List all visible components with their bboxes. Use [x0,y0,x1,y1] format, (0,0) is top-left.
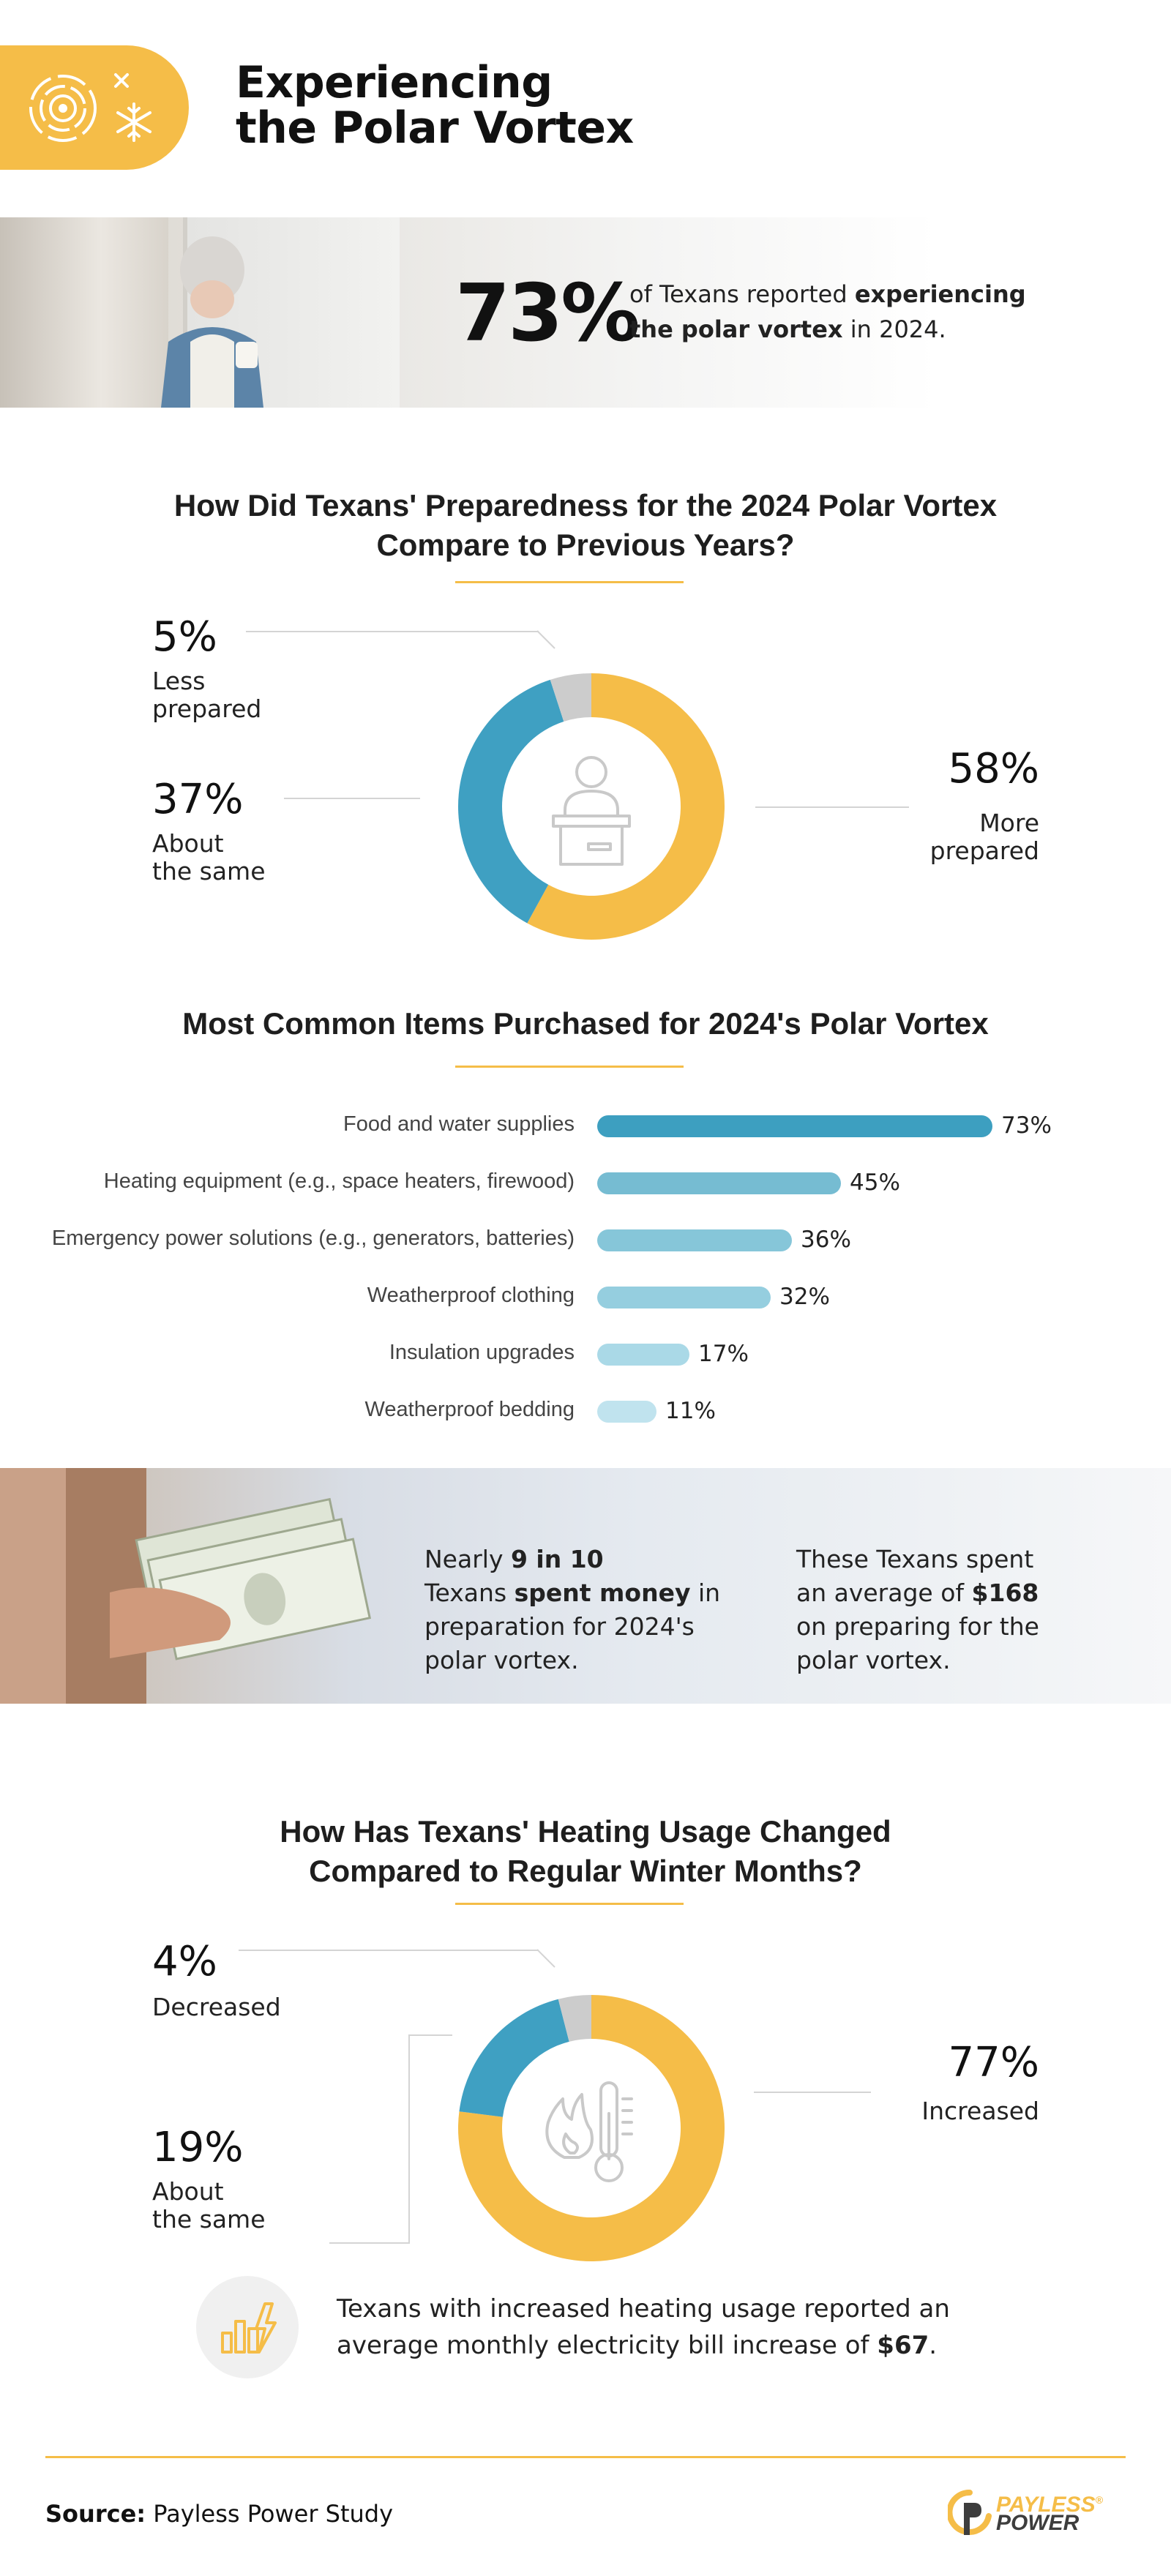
bar-label-3: Emergency power solutions (e.g., generat… [51,1227,575,1250]
bar-value-2: 45% [850,1169,900,1196]
same-pct: 37% [152,776,244,823]
hands-with-cash-icon [0,1468,371,1704]
flame-thermometer-icon [545,2081,633,2182]
less-prepared-label: Less prepared [152,667,262,723]
hero-stat: 73% [455,268,640,359]
snowflake-icon [114,73,151,142]
preparedness-title-line-2: Compare to Previous Years? [376,528,795,562]
bar-value-6: 11% [665,1398,716,1424]
title-line-1: Experiencing [236,57,553,108]
bar-value-4: 32% [779,1284,830,1310]
heating-title-line-2: Compared to Regular Winter Months? [309,1854,862,1888]
hero-photo [0,217,1171,408]
same-label: About the same [152,829,266,886]
decreased-leader [239,1950,539,1951]
spent-money-text: Nearly 9 in 10 Texans spent money in pre… [424,1545,721,1674]
bar-value-1: 73% [1001,1112,1052,1139]
purchases-underline [455,1066,684,1068]
preparedness-title: How Did Texans' Preparedness for the 202… [0,486,1171,565]
bar-5 [597,1344,689,1366]
title-line-2: the Polar Vortex [236,102,634,154]
less-prepared-pct: 5% [152,613,217,661]
more-prepared-label: More prepared [929,809,1039,865]
less-prepared-leader-end [536,630,555,649]
average-spent-text: These Texans spent an average of $168 on… [796,1545,1039,1674]
heating-donut [458,1995,725,2261]
heating-underline [455,1903,684,1905]
bar-4 [597,1287,771,1308]
bar-value-5: 17% [698,1341,749,1367]
bar-1 [597,1115,992,1137]
bar-6 [597,1401,656,1423]
heating-slice-3 [558,1995,591,2042]
payless-power-logo[interactable]: PAYLESS® POWER [948,2487,1127,2539]
increased-label: Increased [921,2097,1039,2125]
bar-3 [597,1229,792,1251]
page-title: Experiencing the Polar Vortex [236,60,634,151]
decreased-pct: 4% [152,1938,217,1985]
heating-same-pct: 19% [152,2124,244,2171]
target-icon [29,75,97,142]
preparedness-slice-2 [458,679,564,924]
person-at-desk-icon [552,756,631,866]
heating-same-leader-v [408,2034,410,2244]
more-prepared-leader [755,806,909,808]
more-prepared-pct: 58% [948,745,1039,793]
bar-label-4: Weatherproof clothing [367,1284,575,1307]
logo-mark-icon [948,2490,992,2535]
footer-divider [45,2456,1126,2458]
bar-label-2: Heating equipment (e.g., space heaters, … [103,1169,575,1193]
preparedness-donut [458,673,725,940]
curtain-shape [0,217,168,408]
heating-same-leader-top [408,2034,452,2036]
bar-label-1: Food and water supplies [343,1112,575,1136]
preparedness-underline [455,581,684,583]
purchases-title: Most Common Items Purchased for 2024's P… [182,1006,989,1041]
heating-slice-1 [458,1995,725,2261]
heating-title-line-1: How Has Texans' Heating Usage Changed [280,1814,891,1849]
preparedness-slice-1 [527,673,725,940]
preparedness-slice-3 [550,673,591,722]
increased-pct: 77% [948,2039,1039,2086]
less-prepared-leader [246,631,539,632]
heating-same-label: About the same [152,2177,266,2234]
bill-text: Texans with increased heating usage repo… [337,2294,950,2360]
money-photo [0,1468,1171,1704]
logo-line-1: PAYLESS® [996,2493,1103,2517]
heating-title: How Has Texans' Heating Usage Changed Co… [0,1812,1171,1891]
heating-slice-2 [459,1999,569,2117]
decreased-label: Decreased [152,1993,281,2021]
logo-line-2: POWER [996,2511,1080,2535]
bar-label-5: Insulation upgrades [389,1341,575,1364]
decreased-leader-end [536,1949,555,1968]
bar-chart-lightning-icon [221,2302,277,2354]
source-line: Source: Payless Power Study [45,2500,394,2528]
hero-text: of Texans reported experiencing the polar… [629,280,1026,343]
person-at-window-icon [161,236,263,408]
bar-value-3: 36% [801,1227,851,1253]
heating-same-leader-h [329,2242,410,2244]
bar-label-6: Weatherproof bedding [364,1398,575,1421]
bar-2 [597,1172,841,1194]
increased-leader [754,2092,871,2093]
bill-icon-circle [196,2276,299,2378]
same-leader [284,798,420,799]
preparedness-title-line-1: How Did Texans' Preparedness for the 202… [173,488,998,523]
